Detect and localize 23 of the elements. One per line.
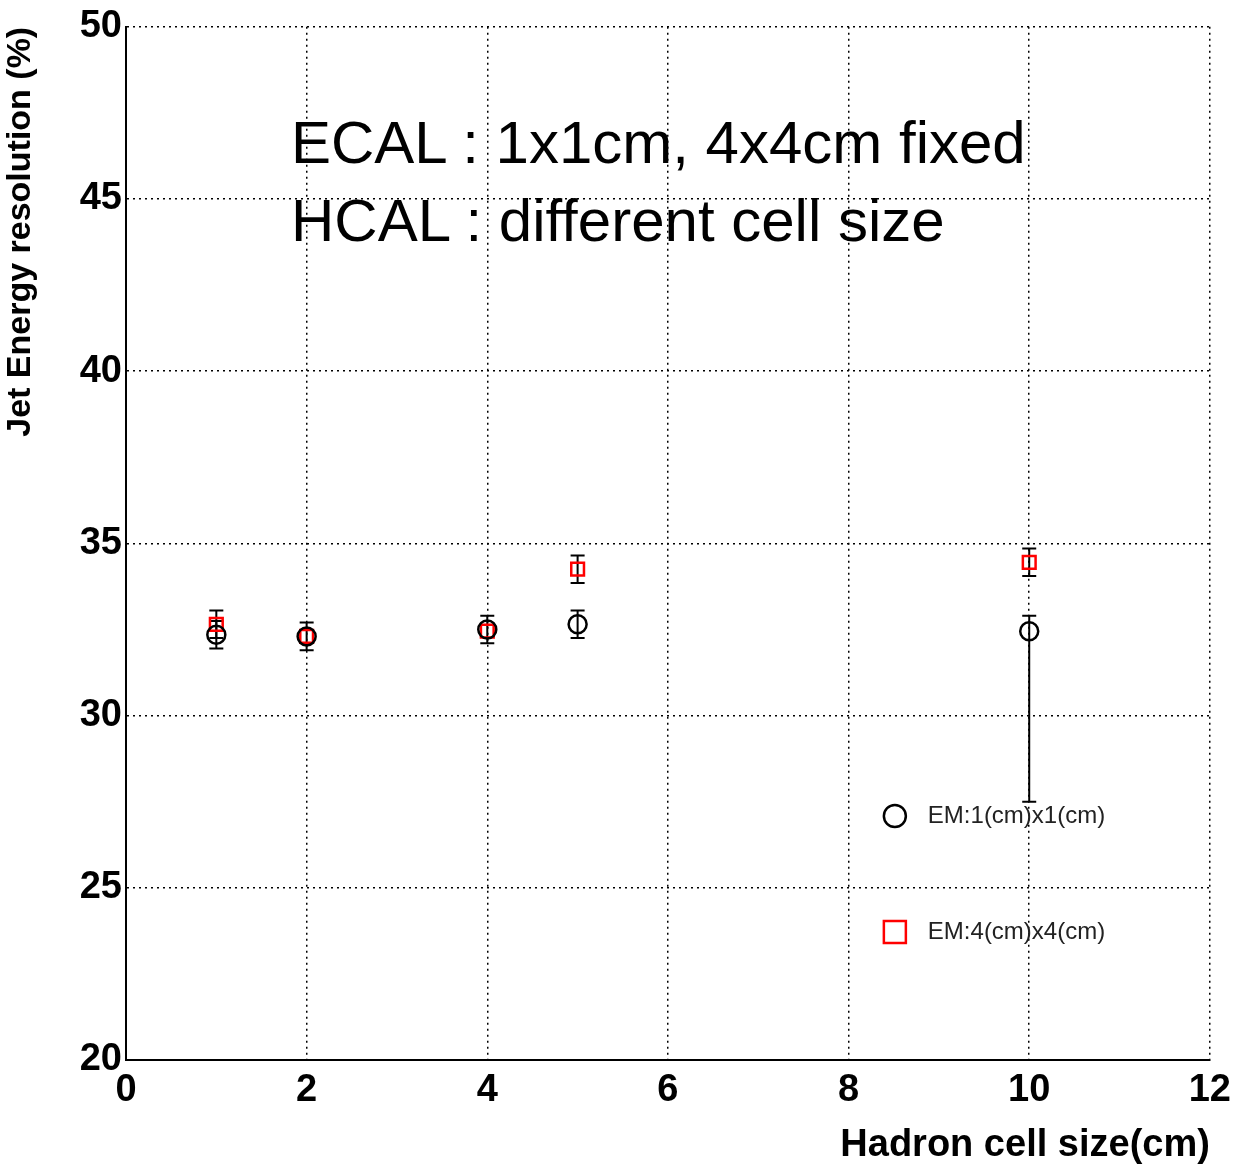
x-tick-label: 12 — [1188, 1067, 1232, 1110]
x-axis-title: Hadron cell size(cm) — [840, 1121, 1210, 1164]
y-tick-label: 40 — [79, 347, 122, 390]
x-tick-label: 10 — [1008, 1067, 1051, 1110]
x-tick-label: 6 — [657, 1067, 679, 1110]
point — [570, 561, 586, 577]
point — [567, 614, 588, 635]
annotation: HCAL : different cell size — [291, 186, 946, 256]
y-axis-title: Jet Energy resolution (%) — [0, 26, 37, 437]
point — [1018, 620, 1040, 642]
legend-label: EM:1(cm)x1(cm) — [927, 800, 1106, 828]
x-tick-label: 8 — [838, 1067, 860, 1110]
y-tick-label: 35 — [79, 519, 122, 562]
y-tick-label: 30 — [79, 692, 122, 735]
legend-label: EM:4(cm)x4(cm) — [927, 916, 1106, 944]
annotation: ECAL : 1x1cm, 4x4cm fixed — [291, 108, 1026, 178]
point — [1021, 554, 1037, 570]
y-tick-label: 50 — [79, 3, 122, 46]
y-tick-label: 45 — [79, 175, 122, 218]
point — [206, 624, 227, 645]
x-tick-label: 4 — [476, 1067, 498, 1110]
x-tick-label: 2 — [296, 1067, 318, 1110]
y-tick-label: 25 — [79, 864, 122, 907]
